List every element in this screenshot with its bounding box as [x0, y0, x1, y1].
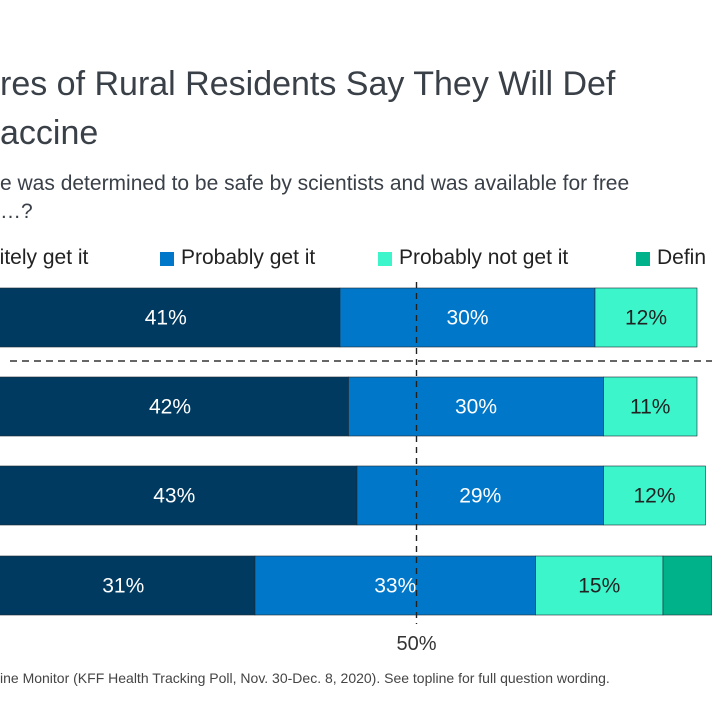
bar-data-label: 41%: [145, 307, 187, 330]
legend-swatch: [636, 252, 650, 266]
bar-segment: [603, 465, 706, 526]
bar-data-label: 30%: [455, 396, 497, 419]
bar-data-label: 43%: [153, 485, 195, 508]
legend-label: Probably not get it: [399, 246, 569, 269]
bar-segment: [254, 555, 536, 616]
chart-title-line2: accine: [0, 114, 99, 152]
bar-data-label: 29%: [459, 485, 501, 508]
chart-subtitle-line2: …?: [0, 200, 33, 223]
bar-data-label: 42%: [149, 396, 191, 419]
bar-segment: [603, 376, 698, 437]
bar-data-label: 15%: [578, 575, 620, 598]
source-note: ine Monitor (KFF Health Tracking Poll, N…: [0, 670, 610, 686]
bar-segment: [356, 465, 604, 526]
stacked-bar-chart: 41% 30% 12% 42% 30% 11% 43% 29% 12% 31% 33% 15% 50%: [0, 282, 712, 655]
bar-segment: [0, 465, 358, 526]
bar-segment: [0, 287, 341, 348]
legend-label: Defin: [657, 246, 707, 269]
bar-segment: [348, 376, 604, 437]
bar-segment: [339, 287, 596, 348]
bar-segment: [535, 555, 664, 616]
legend-swatch: [160, 252, 174, 266]
reference-line-label: 50%: [396, 633, 436, 655]
bar-data-label: 11%: [630, 396, 670, 419]
bar-data-label: 12%: [633, 485, 675, 508]
legend: nitely get it Probably get it Probably n…: [0, 244, 712, 274]
bar-data-label: 31%: [102, 575, 144, 598]
bar-segment: [0, 555, 256, 616]
bar-data-label: 33%: [374, 575, 416, 598]
bar-segment: [662, 555, 712, 616]
legend-swatch: [378, 252, 392, 266]
chart-title-line1: res of Rural Residents Say They Will Def: [0, 65, 616, 103]
bar-segment: [594, 287, 698, 348]
bar-data-label: 30%: [446, 307, 488, 330]
chart-subtitle-line1: e was determined to be safe by scientist…: [0, 172, 630, 195]
legend-label: Probably get it: [181, 246, 316, 269]
bar-segment: [0, 376, 349, 437]
bar-data-label: 12%: [625, 307, 667, 330]
legend-label: nitely get it: [0, 246, 89, 269]
